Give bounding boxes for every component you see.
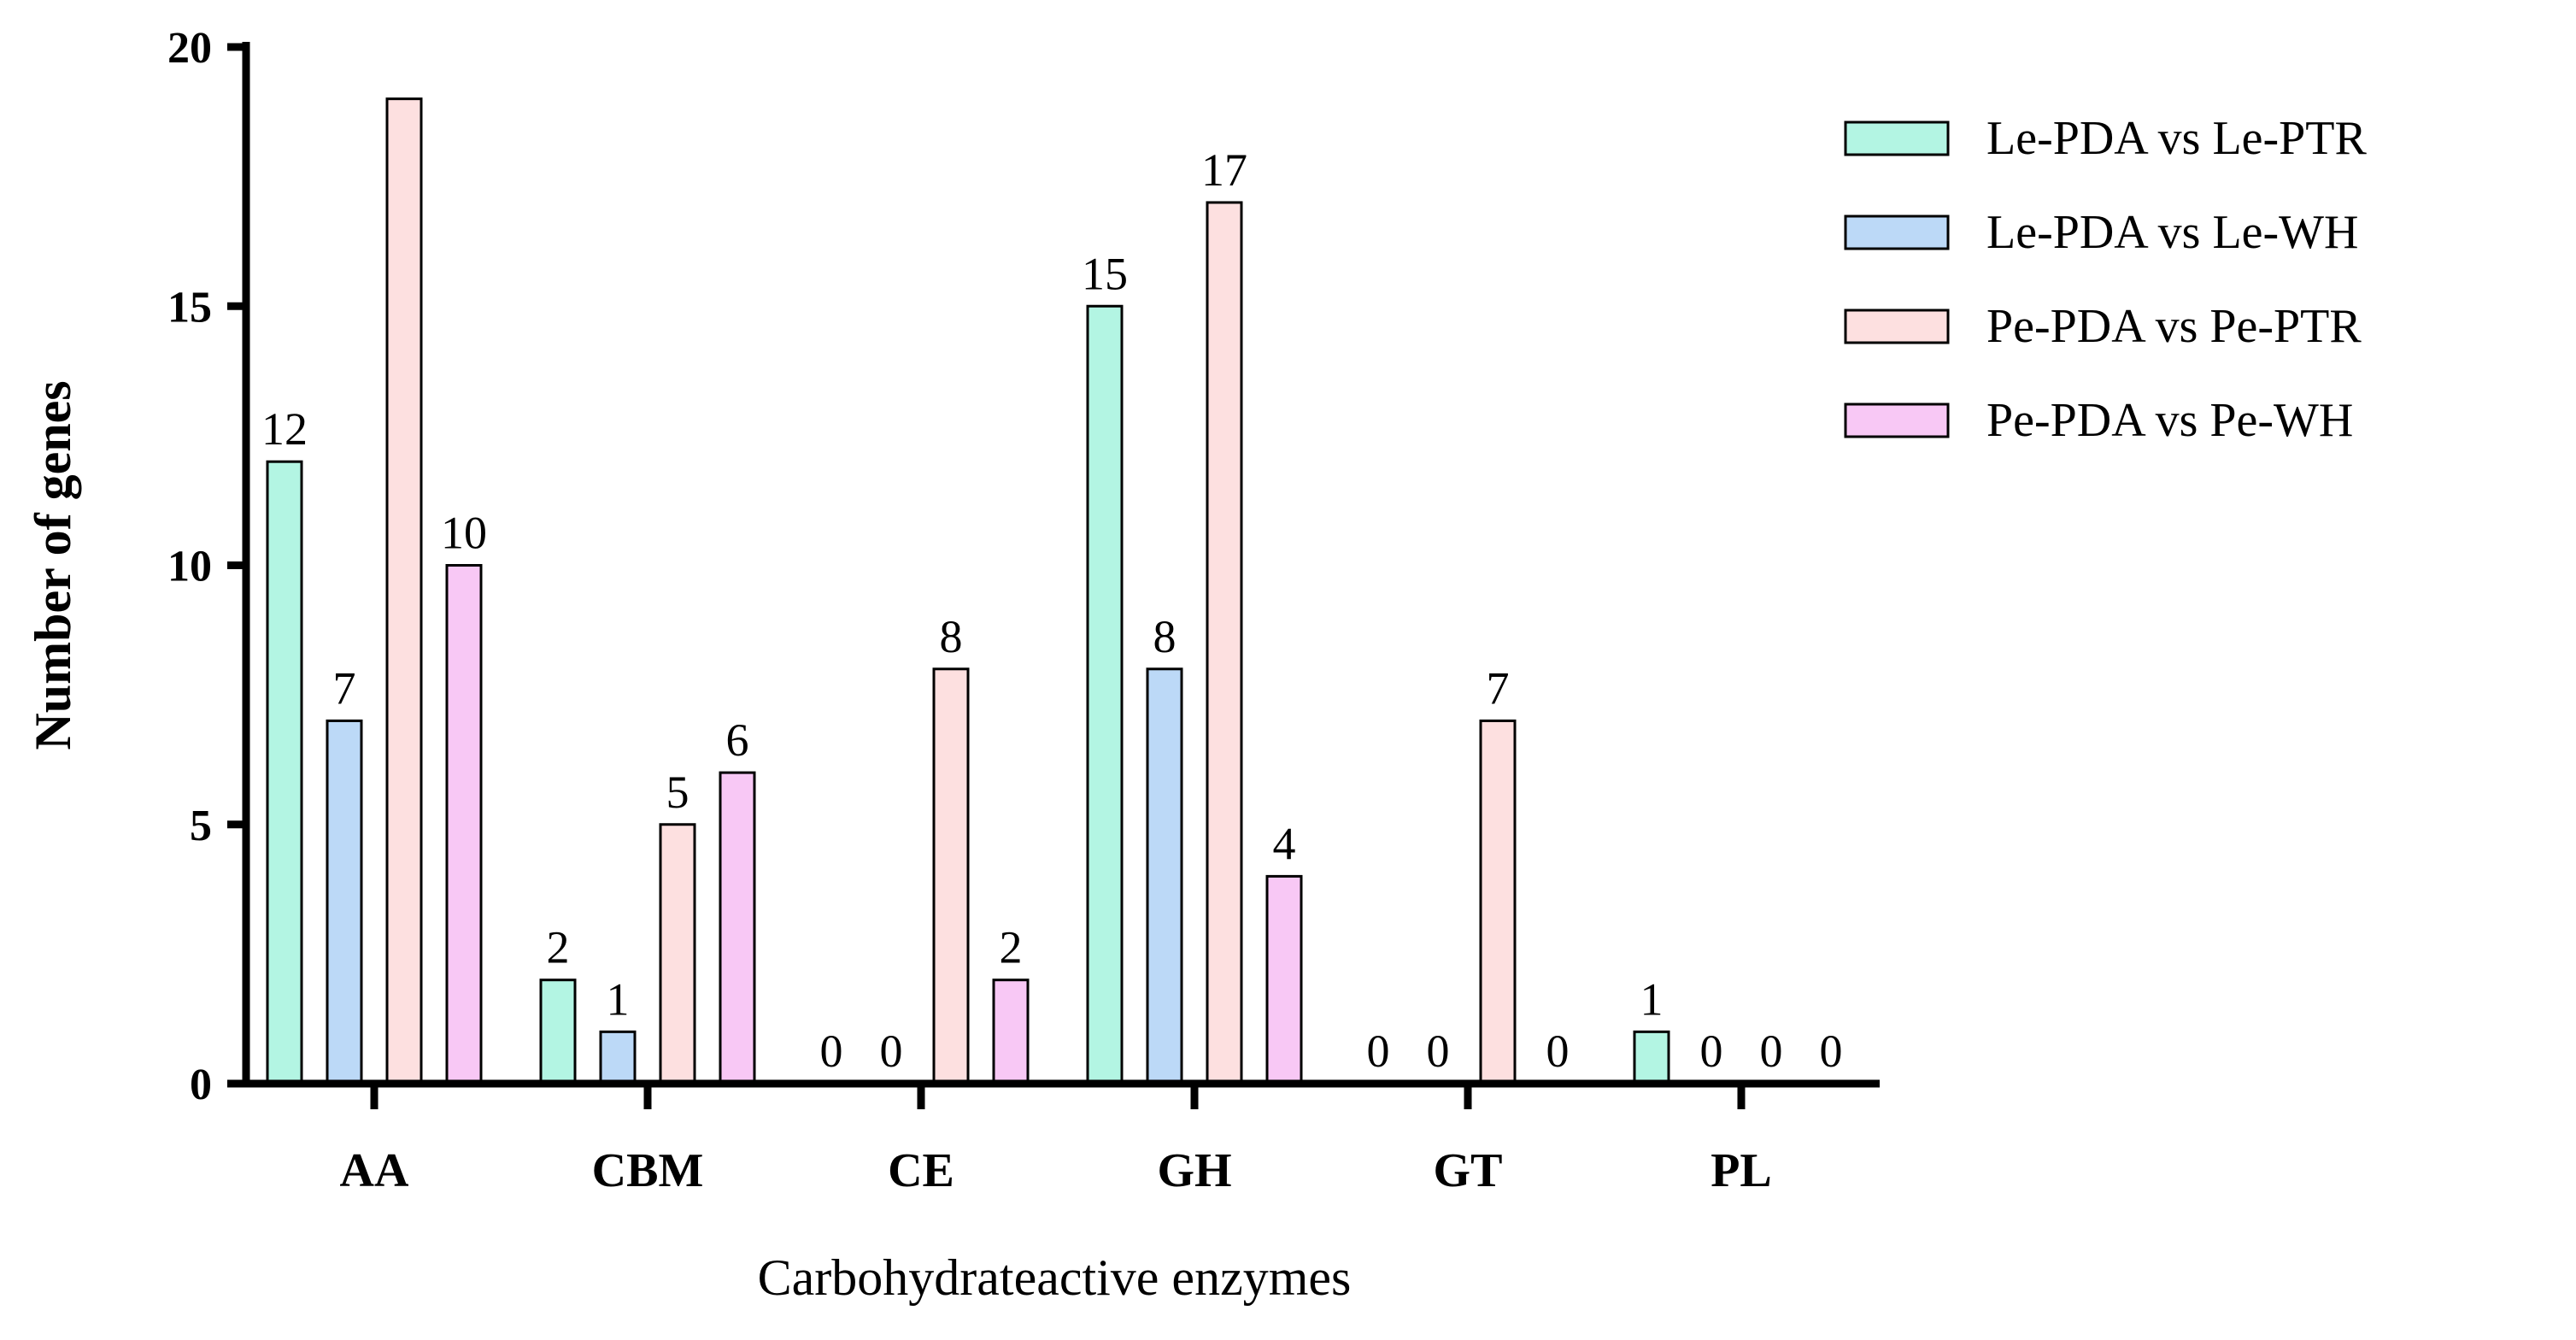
- bar-cbm-series-1: [539, 979, 577, 1085]
- data-label: 6: [726, 714, 749, 766]
- bar-ce-series-4: [992, 979, 1030, 1085]
- data-label: 0: [1700, 1026, 1723, 1077]
- data-label: 0: [1367, 1026, 1390, 1077]
- data-label: 7: [1487, 662, 1510, 714]
- data-label: 1: [1640, 973, 1664, 1025]
- data-label: 17: [1201, 144, 1247, 196]
- bar-aa-series-2: [326, 719, 363, 1085]
- bar-gt-series-3: [1479, 719, 1517, 1085]
- data-label: 0: [820, 1026, 843, 1077]
- legend-swatch-2: [1844, 215, 1950, 250]
- y-tick-label: 10: [167, 543, 212, 591]
- x-tick-label-aa: AA: [340, 1144, 409, 1197]
- data-label: 0: [1820, 1026, 1843, 1077]
- data-label: 0: [1546, 1026, 1570, 1077]
- x-tick-label-pl: PL: [1710, 1144, 1772, 1197]
- data-label: 4: [1273, 818, 1296, 869]
- legend-swatch-1: [1844, 120, 1950, 156]
- bar-ce-series-3: [932, 667, 970, 1085]
- y-tick-label: 0: [190, 1061, 212, 1109]
- data-label: 15: [1082, 248, 1128, 299]
- legend: Le-PDA vs Le-PTR Le-PDA vs Le-WH Pe-PDA vs…: [1844, 112, 2368, 447]
- bar-aa-series-3: [385, 97, 423, 1085]
- x-tick-label-gh: GH: [1157, 1144, 1231, 1197]
- x-tick-label-ce: CE: [888, 1144, 954, 1197]
- x-tick-label-gt: GT: [1434, 1144, 1503, 1197]
- y-tick-label: 5: [190, 802, 212, 850]
- x-axis-title: Carbohydrateactive enzymes: [758, 1249, 1352, 1306]
- bar-gh-series-1: [1086, 304, 1124, 1085]
- data-label: 10: [441, 508, 487, 559]
- legend-label-1: Le-PDA vs Le-PTR: [1986, 112, 2368, 165]
- legend-label-2: Le-PDA vs Le-WH: [1986, 206, 2358, 259]
- legend-swatch-3: [1844, 309, 1950, 344]
- y-tick-label: 15: [167, 283, 212, 332]
- bar-aa-series-4: [445, 564, 483, 1085]
- bars-layer: [266, 97, 1670, 1085]
- bar-cbm-series-4: [719, 771, 756, 1085]
- data-label: 0: [1760, 1026, 1783, 1077]
- data-label: 2: [547, 922, 570, 973]
- data-label: 1: [607, 973, 630, 1025]
- legend-swatch-4: [1844, 403, 1950, 438]
- legend-label-4: Pe-PDA vs Pe-WH: [1986, 394, 2353, 447]
- legend-label-3: Pe-PDA vs Pe-PTR: [1986, 300, 2362, 353]
- y-axis-title: Number of genes: [25, 380, 81, 749]
- data-label: 8: [1153, 611, 1177, 662]
- data-label: 2: [1000, 922, 1023, 973]
- bar-aa-series-1: [266, 460, 303, 1085]
- data-label: 5: [666, 767, 689, 818]
- data-label: 8: [940, 611, 963, 662]
- bar-gh-series-2: [1146, 667, 1183, 1085]
- bar-pl-series-1: [1633, 1030, 1670, 1085]
- y-tick-label: 20: [167, 24, 212, 73]
- bar-gh-series-4: [1265, 874, 1303, 1085]
- data-label: 0: [880, 1026, 903, 1077]
- data-label: 0: [1427, 1026, 1450, 1077]
- bar-gh-series-3: [1206, 201, 1243, 1085]
- data-label: 12: [261, 403, 308, 455]
- x-tick-label-cbm: CBM: [592, 1144, 704, 1197]
- data-label: 7: [333, 662, 356, 714]
- bar-cbm-series-3: [659, 823, 696, 1085]
- bar-cbm-series-2: [599, 1030, 637, 1085]
